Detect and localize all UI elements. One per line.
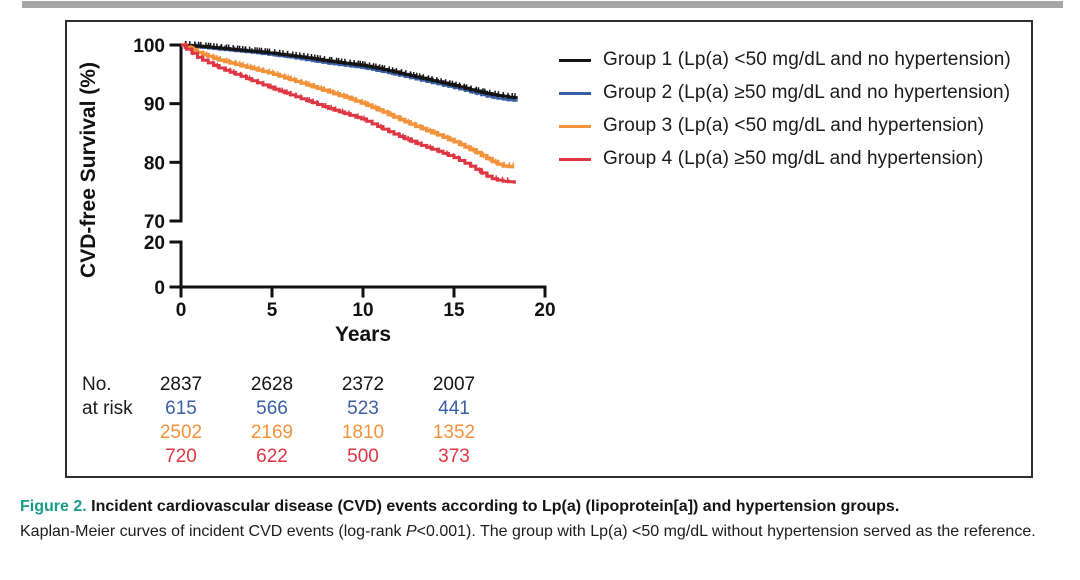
legend-label: Group 2 (Lp(a) ≥50 mg/dL and no hyperten… [603,82,1011,103]
caption-body: Kaplan-Meier curves of incident CVD even… [20,519,1036,544]
at-risk-value: 2007 [433,374,475,395]
x-tick-label: 10 [352,300,373,321]
figure-panel: CVD-free Survival (%) Years No. at risk … [65,20,1033,478]
legend-label: Group 3 (Lp(a) <50 mg/dL and hypertensio… [603,115,985,136]
at-risk-value: 441 [438,398,470,419]
legend-item: Group 2 (Lp(a) ≥50 mg/dL and no hyperten… [559,81,1011,105]
legend-item: Group 1 (Lp(a) <50 mg/dL and no hyperten… [559,48,1011,72]
x-axis-title: Years [335,323,391,346]
legend-swatch [559,91,591,95]
figure-number-label: Figure 2. [20,498,87,515]
at-risk-value: 615 [165,398,197,419]
at-risk-value: 1352 [433,422,475,443]
at-risk-label-line2: at risk [82,398,133,419]
legend-item: Group 4 (Lp(a) ≥50 mg/dL and hypertensio… [559,147,1011,171]
x-tick-label: 20 [534,300,555,321]
caption-title-text: Incident cardiovascular disease (CVD) ev… [86,498,900,515]
censor-marks [185,40,516,99]
y-axis-title: CVD-free Survival (%) [77,62,100,278]
at-risk-value: 566 [256,398,288,419]
legend: Group 1 (Lp(a) <50 mg/dL and no hyperten… [559,48,1011,180]
legend-label: Group 4 (Lp(a) ≥50 mg/dL and hypertensio… [603,148,984,169]
legend-swatch [559,58,591,62]
legend-swatch [559,124,591,128]
y-tick-label: 70 [144,212,165,233]
at-risk-value: 2628 [251,374,293,395]
y-tick-label: 100 [133,36,165,57]
at-risk-value: 622 [256,446,288,467]
km-curve [181,43,516,184]
y-tick-label: 90 [144,95,165,116]
censor-marks [183,43,509,183]
page-edge-divider-bar [22,1,1063,8]
at-risk-value: 2502 [160,422,202,443]
at-risk-value: 523 [347,398,379,419]
survival-curves [181,40,518,184]
at-risk-value: 720 [165,446,197,467]
caption-title: Figure 2. Incident cardiovascular diseas… [20,494,1036,519]
km-chart-svg: CVD-free Survival (%) Years No. at risk … [77,36,556,467]
legend-swatch [559,157,591,161]
at-risk-value: 2169 [251,422,293,443]
at-risk-value: 500 [347,446,379,467]
y-tick-label: 20 [144,233,165,254]
caption-body-pre: Kaplan-Meier curves of incident CVD even… [20,523,406,540]
at-risk-value: 2372 [342,374,384,395]
caption-body-italic-p: P [405,523,417,540]
y-tick-label: 0 [154,278,165,299]
legend-item: Group 3 (Lp(a) <50 mg/dL and hypertensio… [559,114,1011,138]
caption-body-post: <0.001). The group with Lp(a) <50 mg/dL … [416,523,1036,540]
x-tick-label: 5 [267,300,278,321]
censor-marks [184,42,515,169]
x-tick-label: 0 [176,300,187,321]
y-tick-label: 80 [144,153,165,174]
at-risk-table: 2837 2628 2372 2007 615 566 523 441 2502 2169 1810… [160,374,475,467]
legend-label: Group 1 (Lp(a) <50 mg/dL and no hyperten… [603,49,1011,70]
at-risk-label-line1: No. [82,374,112,395]
at-risk-value: 1810 [342,422,384,443]
at-risk-value: 373 [438,446,470,467]
at-risk-value: 2837 [160,374,202,395]
figure-caption: Figure 2. Incident cardiovascular diseas… [20,494,1036,544]
x-tick-label: 15 [443,300,465,321]
